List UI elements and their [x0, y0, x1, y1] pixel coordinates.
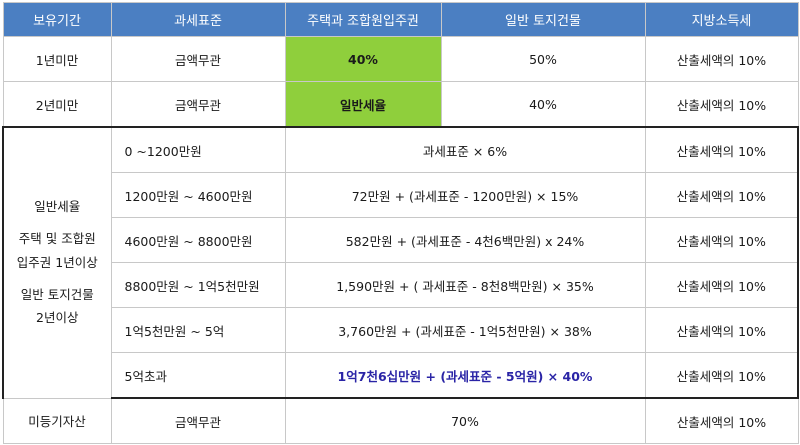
table-row: 5억초과 1억7천6십만원 + (과세표준 - 5억원) × 40% 산출세액의… — [3, 352, 799, 399]
local-tax-cell: 산출세액의 10% — [644, 36, 799, 82]
header-holding-period: 보유기간 — [2, 2, 112, 37]
table-row: 1200만원 ~ 4600만원 72만원 + (과세표준 - 1200만원) ×… — [3, 172, 799, 218]
rate-formula-cell: 582만원 + (과세표준 - 4천6백만원) x 24% — [284, 217, 646, 263]
header-general-land: 일반 토지건물 — [440, 2, 646, 37]
tax-base-cell: 금액무관 — [110, 81, 286, 128]
header-row: 보유기간 과세표준 주택과 조합원입주권 일반 토지건물 지방소득세 — [2, 2, 799, 37]
table-row: 2년미만 금액무관 일반세율 40% 산출세액의 10% — [2, 81, 799, 128]
local-tax-cell: 산출세액의 10% — [644, 352, 799, 399]
local-tax-cell: 산출세액의 10% — [644, 397, 799, 444]
table-row: 일반세율 주택 및 조합원 입주권 1년이상 일반 토지건물 2년이상 0 ~1… — [2, 126, 799, 399]
rate-formula-cell: 3,760만원 + (과세표준 - 1억5천만원) × 38% — [284, 307, 646, 353]
period-cell: 미등기자산 — [2, 397, 112, 444]
general-rate-period-cell: 일반세율 주택 및 조합원 입주권 1년이상 일반 토지건물 2년이상 — [2, 126, 112, 399]
period-line: 2년이상 — [36, 310, 79, 326]
tax-base-cell: 1억5천만원 ~ 5억 — [110, 307, 286, 353]
local-tax-cell: 산출세액의 10% — [644, 217, 799, 263]
tax-base-cell: 1200만원 ~ 4600만원 — [110, 172, 286, 218]
local-tax-cell: 산출세액의 10% — [644, 262, 799, 308]
period-cell: 1년미만 — [2, 36, 112, 82]
header-local-income-tax: 지방소득세 — [644, 2, 799, 37]
header-tax-base: 과세표준 — [110, 2, 286, 37]
tax-base-cell: 5억초과 — [110, 352, 286, 399]
table-row: 1년미만 금액무관 40% 50% 산출세액의 10% — [2, 36, 799, 82]
rate-formula-cell: 과세표준 × 6% — [284, 126, 646, 173]
land-rate-cell: 50% — [440, 36, 646, 82]
period-line: 일반 토지건물 — [20, 286, 94, 302]
tax-base-cell: 4600만원 ~ 8800만원 — [110, 217, 286, 263]
rate-formula-cell-highlight: 1억7천6십만원 + (과세표준 - 5억원) × 40% — [284, 352, 646, 399]
rate-formula-cell: 72만원 + (과세표준 - 1200만원) × 15% — [284, 172, 646, 218]
period-line: 주택 및 조합원 — [18, 231, 96, 247]
period-line: 일반세율 — [34, 199, 81, 215]
table-row: 8800만원 ~ 1억5천만원 1,590만원 + ( 과세표준 - 8천8백만… — [3, 262, 799, 308]
local-tax-cell: 산출세액의 10% — [644, 307, 799, 353]
local-tax-cell: 산출세액의 10% — [644, 81, 799, 128]
header-house-rights: 주택과 조합원입주권 — [284, 2, 442, 37]
local-tax-cell: 산출세액의 10% — [644, 126, 799, 173]
period-line: 입주권 1년이상 — [16, 254, 98, 270]
rate-formula-cell: 1,590만원 + ( 과세표준 - 8천8백만원) × 35% — [284, 262, 646, 308]
rate-cell: 70% — [284, 397, 646, 444]
house-rate-cell: 일반세율 — [284, 81, 442, 128]
table-row: 미등기자산 금액무관 70% 산출세액의 10% — [2, 397, 799, 444]
local-tax-cell: 산출세액의 10% — [644, 172, 799, 218]
tax-base-cell: 금액무관 — [110, 397, 286, 444]
tax-base-cell: 0 ~1200만원 — [110, 126, 286, 173]
tax-base-cell: 금액무관 — [110, 36, 286, 82]
period-cell: 2년미만 — [2, 81, 112, 128]
land-rate-cell: 40% — [440, 81, 646, 128]
house-rate-cell: 40% — [284, 36, 442, 82]
table-row: 4600만원 ~ 8800만원 582만원 + (과세표준 - 4천6백만원) … — [3, 217, 799, 263]
table-row: 1억5천만원 ~ 5억 3,760만원 + (과세표준 - 1억5천만원) × … — [3, 307, 799, 353]
tax-base-cell: 8800만원 ~ 1억5천만원 — [110, 262, 286, 308]
